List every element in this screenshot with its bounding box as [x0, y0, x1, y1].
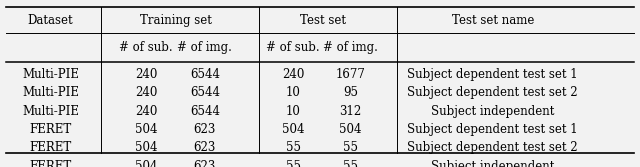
Text: FERET: FERET	[29, 160, 72, 167]
Text: 623: 623	[194, 160, 216, 167]
Text: 504: 504	[282, 123, 305, 136]
Text: # of img.: # of img.	[177, 41, 232, 54]
Text: 95: 95	[343, 86, 358, 99]
Text: 240: 240	[135, 68, 157, 81]
Text: 55: 55	[285, 160, 301, 167]
Text: 55: 55	[343, 141, 358, 154]
Text: Dataset: Dataset	[28, 14, 74, 27]
Text: 240: 240	[282, 68, 304, 81]
Text: Training set: Training set	[140, 14, 212, 27]
Text: FERET: FERET	[29, 123, 72, 136]
Text: Subject dependent test set 2: Subject dependent test set 2	[408, 86, 578, 99]
Text: 10: 10	[285, 105, 301, 118]
Text: 623: 623	[194, 141, 216, 154]
Text: 623: 623	[194, 123, 216, 136]
Text: 55: 55	[285, 141, 301, 154]
Text: 6544: 6544	[190, 105, 220, 118]
Text: 504: 504	[134, 141, 157, 154]
Text: 312: 312	[340, 105, 362, 118]
Text: 240: 240	[135, 86, 157, 99]
Text: 10: 10	[285, 86, 301, 99]
Text: # of img.: # of img.	[323, 41, 378, 54]
Text: Multi-PIE: Multi-PIE	[22, 86, 79, 99]
Text: Test set name: Test set name	[452, 14, 534, 27]
Text: 55: 55	[343, 160, 358, 167]
Text: Subject dependent test set 1: Subject dependent test set 1	[408, 123, 578, 136]
Text: Subject dependent test set 1: Subject dependent test set 1	[408, 68, 578, 81]
Text: Multi-PIE: Multi-PIE	[22, 68, 79, 81]
Text: Multi-PIE: Multi-PIE	[22, 105, 79, 118]
Text: 1677: 1677	[336, 68, 365, 81]
Text: Subject independent: Subject independent	[431, 105, 554, 118]
Text: 504: 504	[134, 160, 157, 167]
Text: 240: 240	[135, 105, 157, 118]
Text: Subject independent: Subject independent	[431, 160, 554, 167]
Text: # of sub.: # of sub.	[119, 41, 173, 54]
Text: 504: 504	[134, 123, 157, 136]
Text: # of sub.: # of sub.	[266, 41, 320, 54]
Text: Subject dependent test set 2: Subject dependent test set 2	[408, 141, 578, 154]
Text: 6544: 6544	[190, 86, 220, 99]
Text: 6544: 6544	[190, 68, 220, 81]
Text: FERET: FERET	[29, 141, 72, 154]
Text: Test set: Test set	[300, 14, 346, 27]
Text: 504: 504	[339, 123, 362, 136]
